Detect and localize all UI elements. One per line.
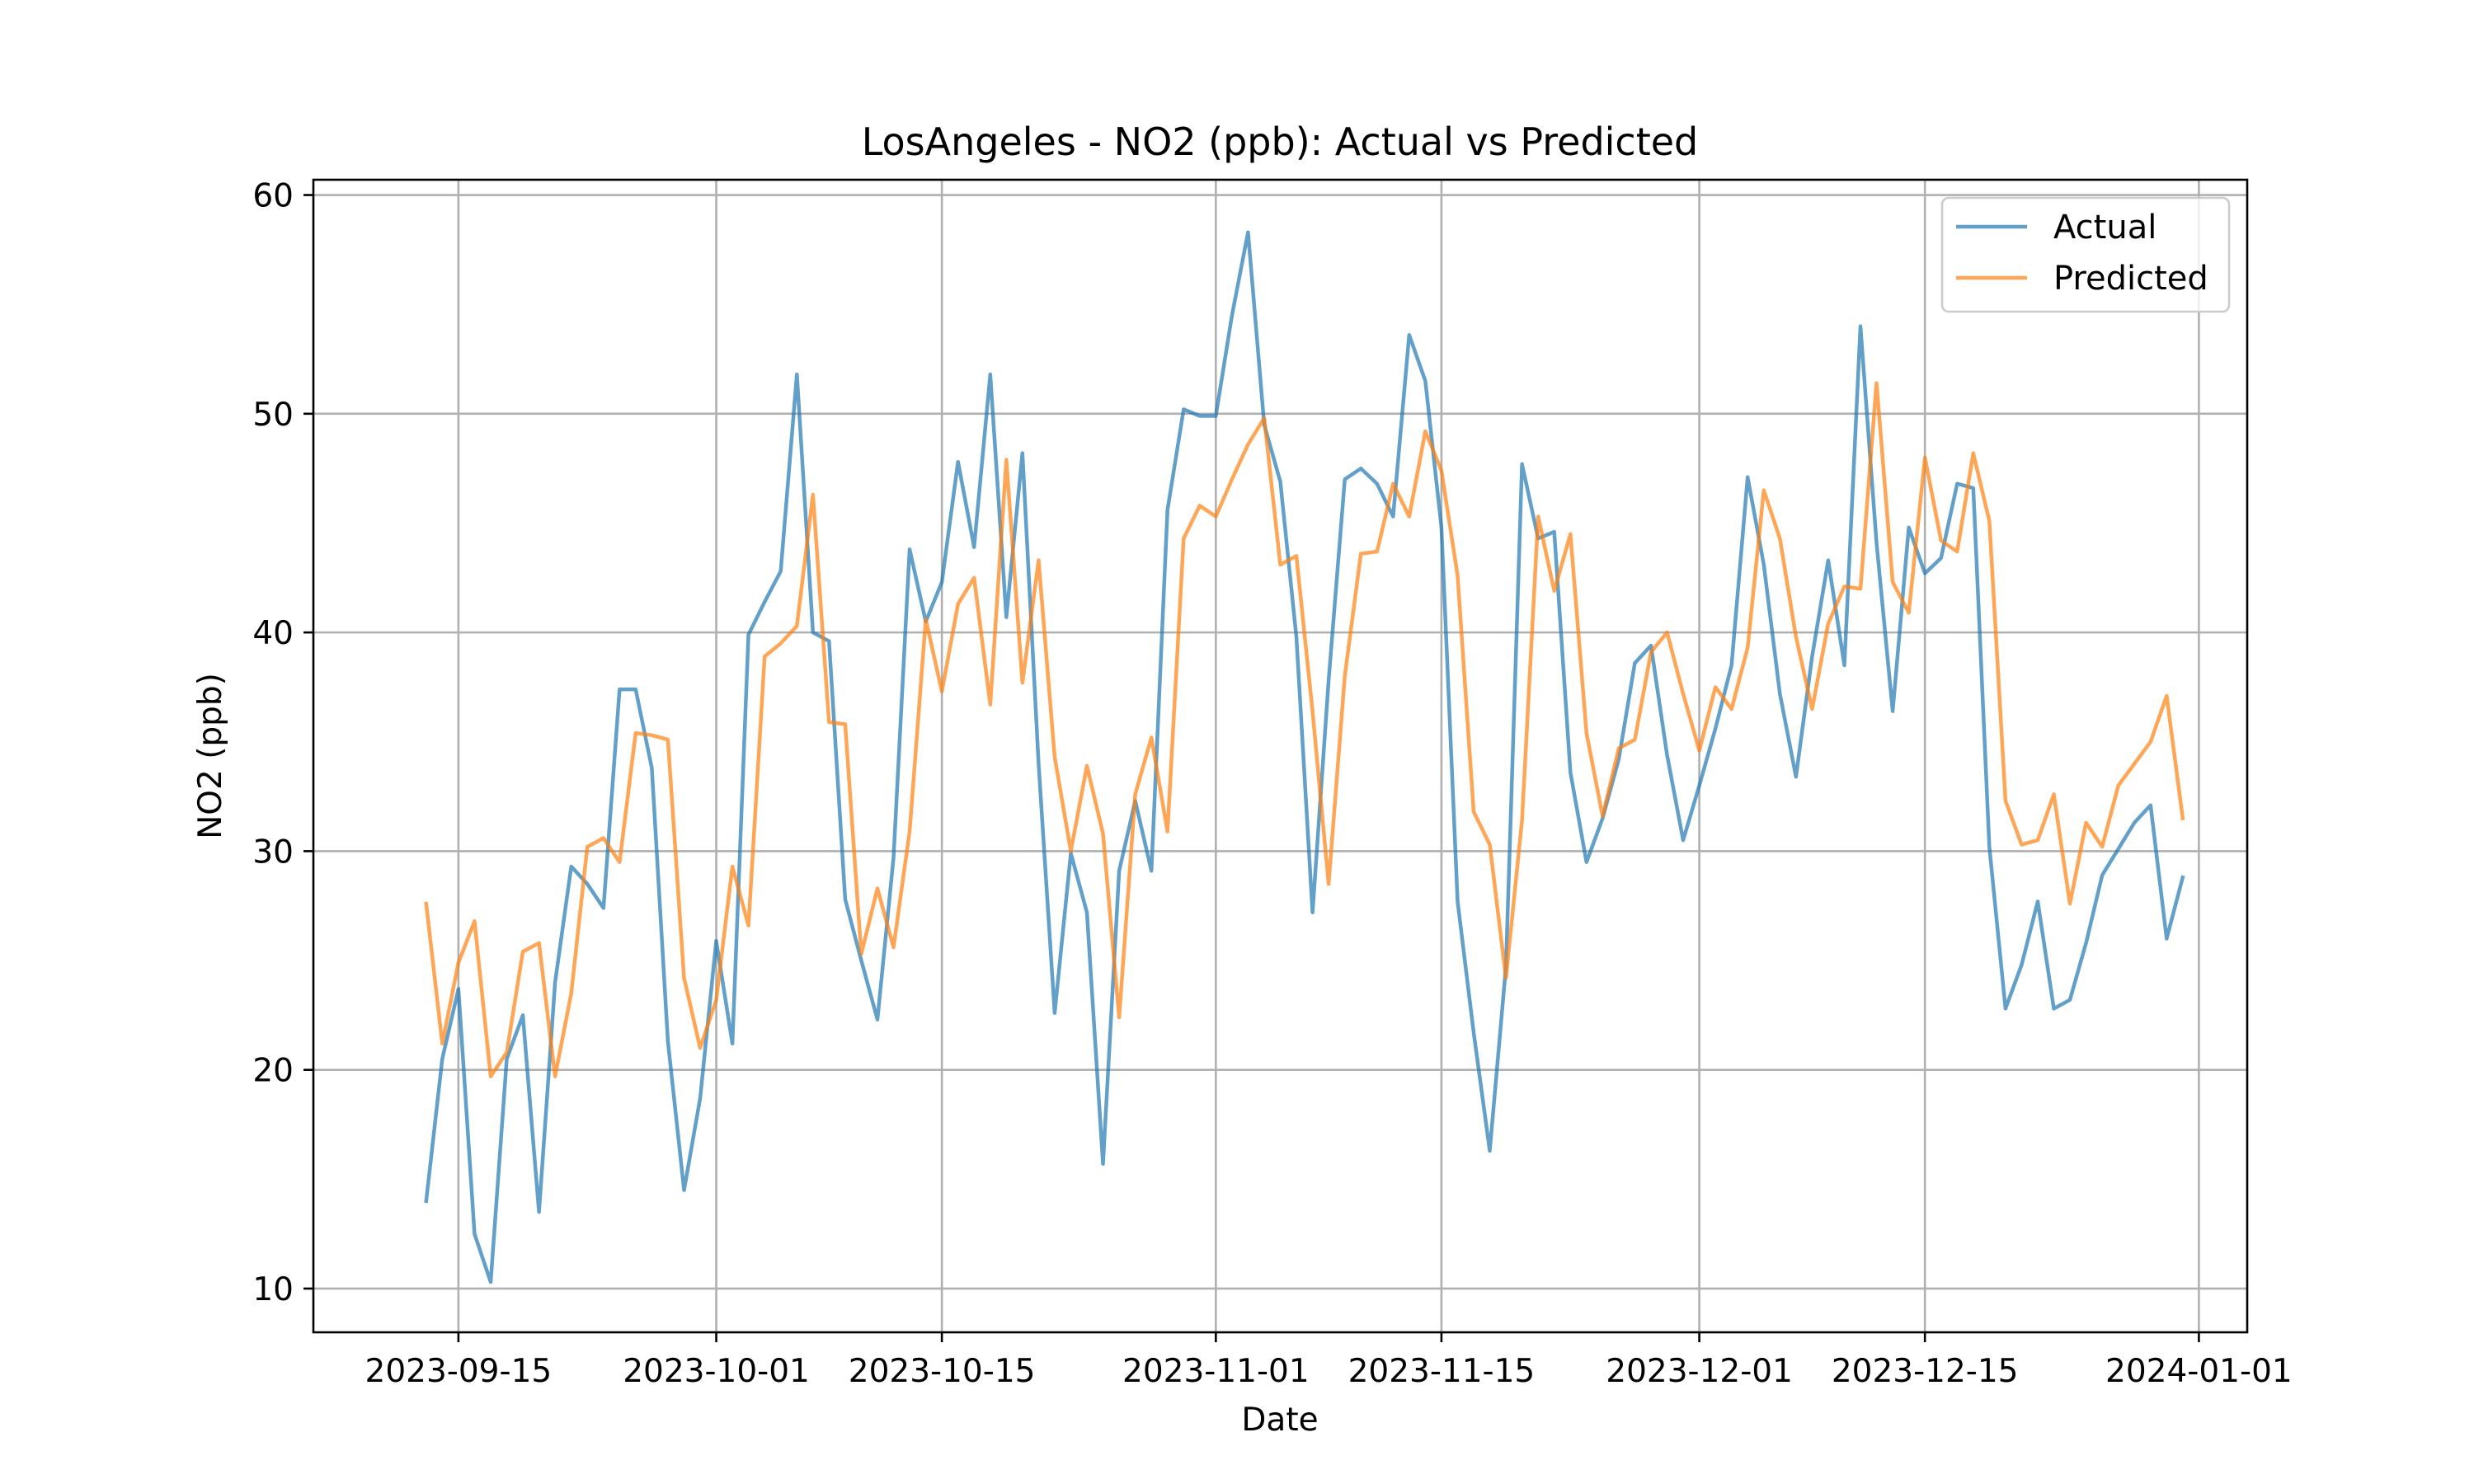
series-line-predicted	[424, 381, 2185, 1078]
grid-lines	[313, 180, 2247, 1332]
legend-label-predicted: Predicted	[2053, 260, 2208, 298]
x-tick-label: 2023-12-01	[1606, 1353, 1793, 1390]
x-tick-label: 2023-11-01	[1122, 1353, 1310, 1390]
series-lines	[424, 230, 2185, 1284]
series-line-actual	[424, 230, 2185, 1284]
y-axis-label: NO2 (ppb)	[192, 673, 229, 839]
legend: Actual Predicted	[1940, 196, 2231, 313]
x-axis-label: Date	[1241, 1402, 1318, 1439]
chart-title: LosAngeles - NO2 (ppb): Actual vs Predic…	[862, 120, 1699, 164]
y-tick-label: 20	[252, 1053, 294, 1090]
x-tick-label: 2023-10-01	[623, 1353, 810, 1390]
y-tick-label: 60	[252, 178, 294, 215]
axis-ticks: 2023-09-15 2023-10-01 2023-10-15 2023-11-01…	[252, 178, 2292, 1390]
y-tick-label: 50	[252, 397, 294, 434]
x-tick-label: 2023-11-15	[1348, 1353, 1536, 1390]
x-tick-label: 2023-12-15	[1832, 1353, 2019, 1390]
y-tick-label: 40	[252, 615, 294, 652]
x-tick-label: 2024-01-01	[2105, 1353, 2293, 1390]
y-tick-label: 30	[252, 834, 294, 871]
plot-frame	[312, 178, 2249, 1334]
y-tick-label: 10	[252, 1271, 294, 1308]
x-tick-label: 2023-10-15	[849, 1353, 1036, 1390]
x-tick-label: 2023-09-15	[365, 1353, 553, 1390]
legend-label-actual: Actual	[2053, 209, 2157, 247]
